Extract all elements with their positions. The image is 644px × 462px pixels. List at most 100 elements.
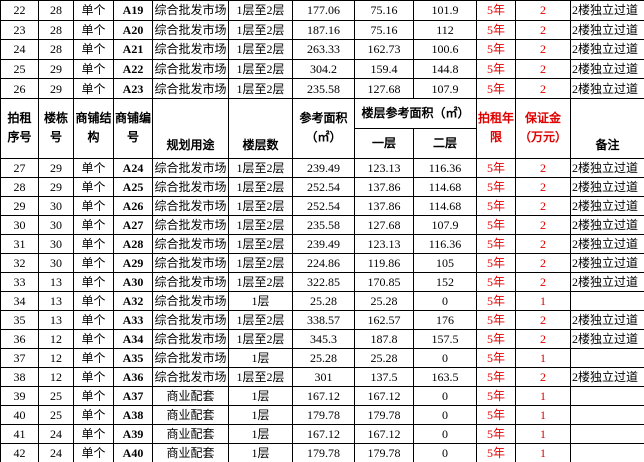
floor1-area: 127.68	[354, 78, 414, 99]
structure: 单个	[73, 195, 114, 216]
area: 25.28	[292, 290, 355, 311]
term: 5年	[476, 385, 516, 406]
building-no: 30	[38, 214, 74, 235]
area: 338.57	[292, 309, 355, 330]
shop-no: A40	[113, 442, 153, 462]
structure: 单个	[73, 233, 114, 254]
floor1-area: 167.12	[354, 385, 414, 406]
shop-no: A22	[113, 58, 153, 80]
floor2-area: 114.68	[413, 176, 477, 197]
usage: 综合批发市场	[152, 0, 229, 21]
lot-no: 30	[0, 214, 39, 235]
remark	[570, 290, 644, 311]
term: 5年	[476, 309, 516, 330]
structure: 单个	[73, 214, 114, 235]
lot-no: 36	[0, 328, 39, 349]
area: 304.2	[292, 58, 355, 80]
lot-no: 41	[0, 423, 39, 444]
table-row: 35 13 单个 A33 综合批发市场 1层至2层 338.57 162.57 176 5年 2 2楼…	[0, 309, 644, 330]
lot-no: 29	[0, 195, 39, 216]
structure: 单个	[73, 385, 114, 406]
lot-no: 37	[0, 347, 39, 368]
term: 5年	[476, 366, 516, 387]
floors: 1层至2层	[228, 214, 293, 235]
area: 235.58	[292, 78, 355, 99]
floor1-area: 159.4	[354, 58, 414, 80]
term: 5年	[476, 19, 516, 41]
remark: 2楼独立过道	[570, 309, 644, 330]
usage: 综合批发市场	[152, 214, 229, 235]
shop-no: A38	[113, 404, 153, 425]
area: 167.12	[292, 385, 355, 406]
shop-no: A26	[113, 195, 153, 216]
floor2-area: 107.9	[413, 78, 477, 99]
structure: 单个	[73, 176, 114, 197]
building-no: 29	[38, 78, 74, 99]
table-row: 26 29 单个 A23 综合批发市场 1层至2层 235.58 127.68 107.9 5年 2…	[0, 78, 644, 99]
remark: 2楼独立过道	[570, 328, 644, 349]
shop-no: A21	[113, 39, 153, 60]
term: 5年	[476, 39, 516, 60]
floor2-area: 0	[413, 423, 477, 444]
usage: 综合批发市场	[152, 195, 229, 216]
remark: 2楼独立过道	[570, 195, 644, 216]
structure: 单个	[73, 271, 114, 292]
deposit: 2	[515, 195, 571, 216]
structure: 单个	[73, 39, 114, 60]
table-row: 39 25 单个 A37 商业配套 1层 167.12 167.12 0 5年 1	[0, 385, 644, 406]
lot-no: 27	[0, 157, 39, 178]
lot-no: 26	[0, 78, 39, 99]
term: 5年	[476, 442, 516, 462]
table-row: 42 24 单个 A40 商业配套 1层 179.78 179.78 0 5年 1	[0, 442, 644, 462]
usage: 综合批发市场	[152, 233, 229, 254]
area: 322.85	[292, 271, 355, 292]
table-row: 37 12 单个 A35 综合批发市场 1层 25.28 25.28 0 5年 1	[0, 347, 644, 368]
area: 177.06	[292, 0, 355, 21]
floor2-area: 101.9	[413, 0, 477, 21]
shop-no: A28	[113, 233, 153, 254]
building-no: 28	[38, 39, 74, 60]
term: 5年	[476, 404, 516, 425]
header-cell: 楼层数	[228, 97, 293, 159]
building-no: 24	[38, 423, 74, 444]
floor1-area: 119.86	[354, 252, 414, 273]
shop-no: A34	[113, 328, 153, 349]
floors: 1层至2层	[228, 366, 293, 387]
floors: 1层至2层	[228, 309, 293, 330]
table-row: 40 25 单个 A38 商业配套 1层 179.78 179.78 0 5年 1	[0, 404, 644, 425]
structure: 单个	[73, 404, 114, 425]
usage: 综合批发市场	[152, 366, 229, 387]
floors: 1层	[228, 347, 293, 368]
area: 239.49	[292, 233, 355, 254]
floor2-area: 0	[413, 290, 477, 311]
usage: 商业配套	[152, 423, 229, 444]
lot-no: 31	[0, 233, 39, 254]
usage: 综合批发市场	[152, 252, 229, 273]
floors: 1层	[228, 404, 293, 425]
term: 5年	[476, 157, 516, 178]
floors: 1层	[228, 423, 293, 444]
shop-no: A23	[113, 78, 153, 99]
deposit: 2	[515, 58, 571, 80]
remark: 2楼独立过道	[570, 271, 644, 292]
table-row: 33 13 单个 A30 综合批发市场 1层至2层 322.85 170.85 152 5年 2 2楼…	[0, 271, 644, 292]
building-no: 13	[38, 290, 74, 311]
structure: 单个	[73, 78, 114, 99]
shop-no: A24	[113, 157, 153, 178]
floor2-area: 144.8	[413, 58, 477, 80]
shop-no: A39	[113, 423, 153, 444]
deposit: 1	[515, 290, 571, 311]
remark: 2楼独立过道	[570, 214, 644, 235]
term: 5年	[476, 290, 516, 311]
usage: 综合批发市场	[152, 290, 229, 311]
structure: 单个	[73, 252, 114, 273]
floor2-area: 116.36	[413, 233, 477, 254]
lot-no: 24	[0, 39, 39, 60]
building-no: 28	[38, 19, 74, 41]
floor2-area: 116.36	[413, 157, 477, 178]
deposit: 1	[515, 385, 571, 406]
floor1-area: 75.16	[354, 19, 414, 41]
shop-no: A30	[113, 271, 153, 292]
header-cell: 保证金 （万元）	[515, 97, 571, 159]
